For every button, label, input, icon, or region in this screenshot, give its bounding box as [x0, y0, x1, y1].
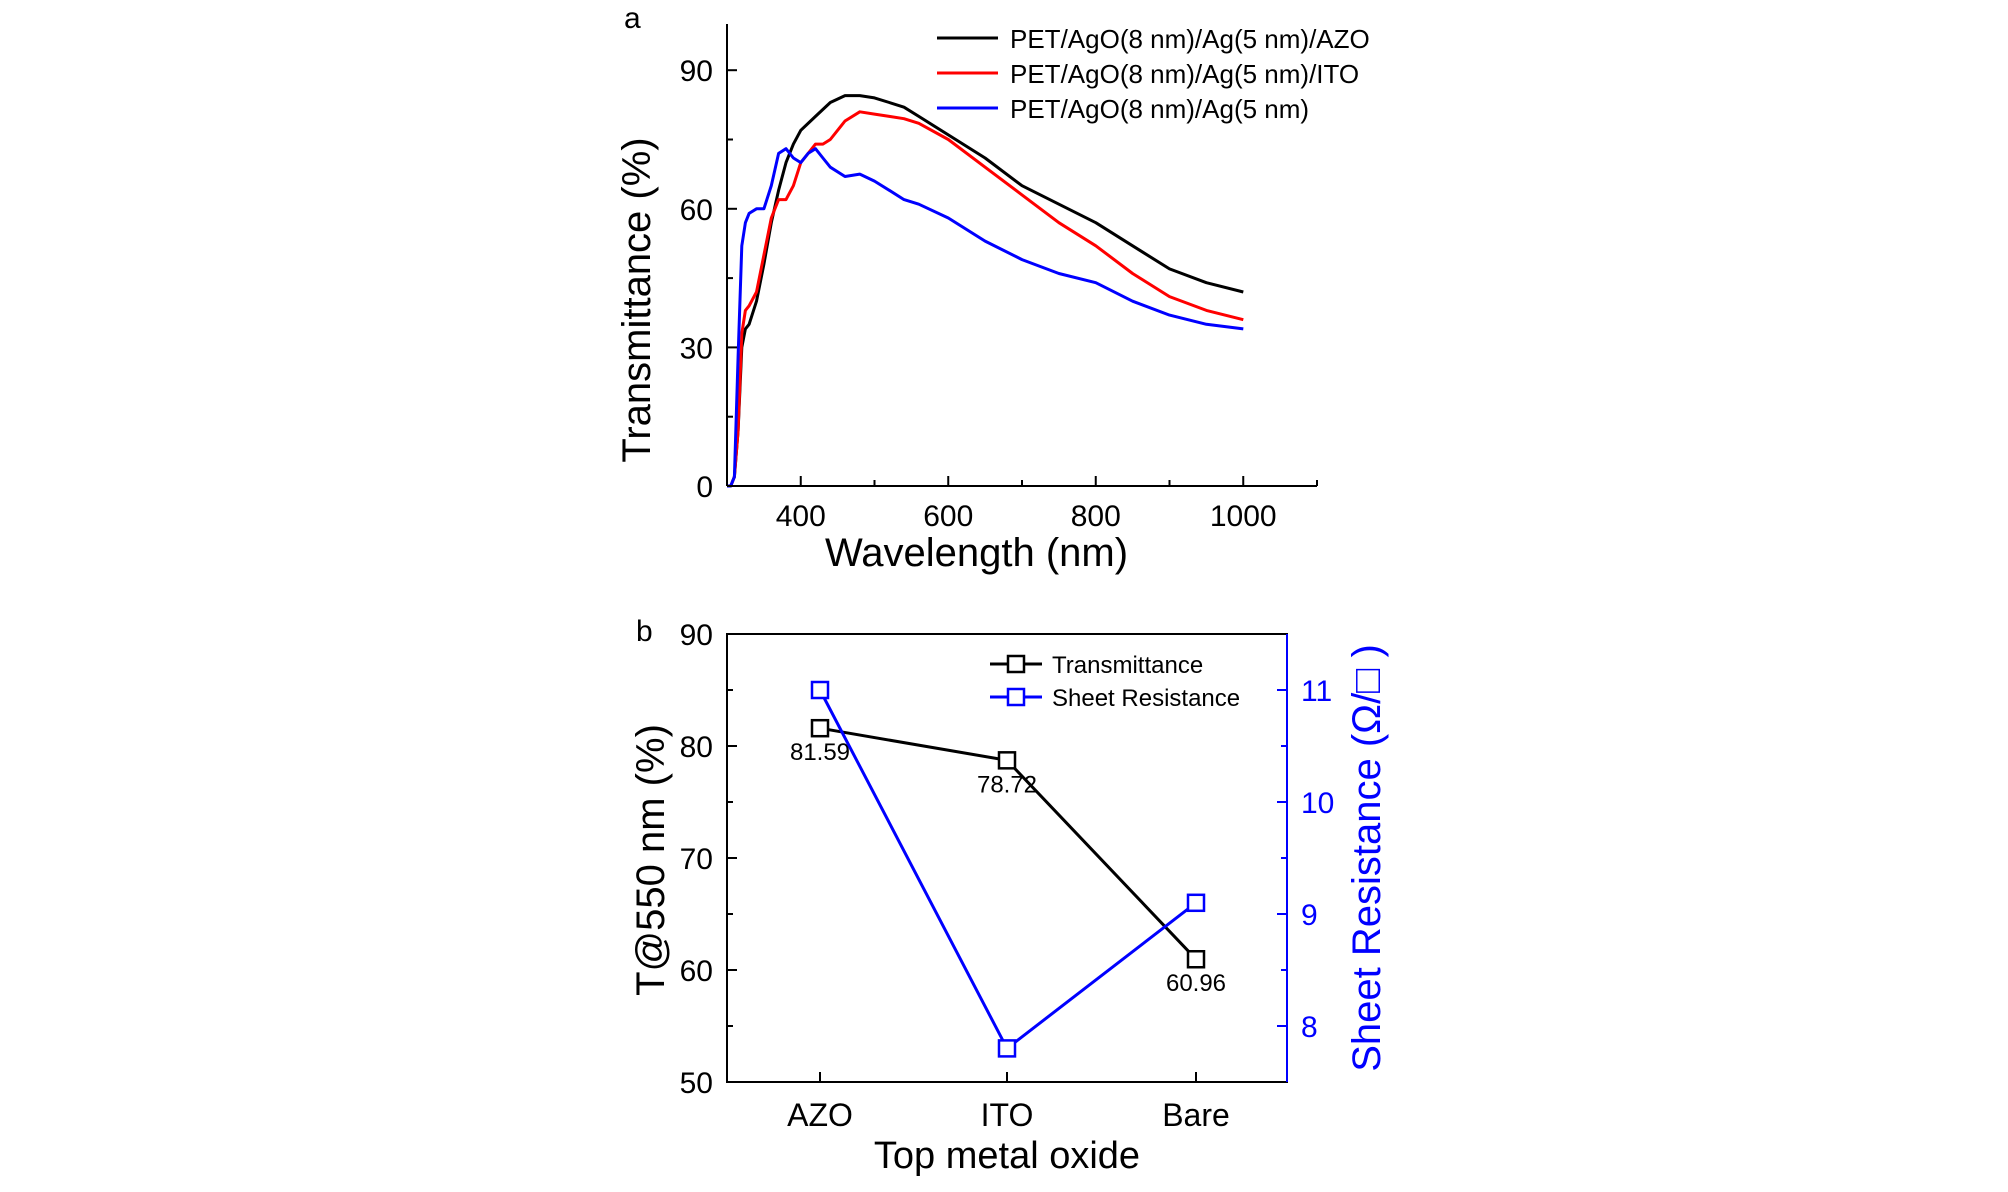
panel-b-y-tick-label: 70: [680, 843, 713, 876]
panel-b-x-tick-label: Bare: [1162, 1097, 1230, 1133]
panel-a-series-line-2: [727, 147, 1244, 488]
panel-b-label: b: [636, 615, 653, 648]
panel-a-y-tick-label: 30: [680, 332, 713, 365]
panel-b-legend-marker-1: [1006, 687, 1026, 707]
panel-b-legend: Transmittance Sheet Resistance: [990, 652, 1240, 712]
panel-b-marker-0: [997, 751, 1017, 770]
panel-b-marker-0: [810, 718, 830, 738]
panel-b-axes: AZO ITO Bare 50 60 70 80 90 8 9 10 11: [680, 619, 1335, 1133]
panel-b-legend-marker-0: [1006, 654, 1026, 674]
panel-b-y2-axis-label: Sheet Resistance (Ω/□ ): [1345, 644, 1389, 1072]
panel-a-x-tick-label: 400: [776, 500, 826, 533]
panel-a-legend-label-0: PET/AgO(8 nm)/Ag(5 nm)/AZO: [1010, 24, 1370, 54]
panel-b: b AZO ITO Bare 50 60 70 80 90 8 9 10 11 81.59 78.72 6…: [629, 615, 1389, 1177]
panel-a-y-tick-label: 0: [696, 471, 713, 504]
panel-b-y-axis-label: T@550 nm (%): [629, 724, 673, 996]
panel-a-axes: 400 600 800 1000 0 30 60 90: [680, 24, 1318, 533]
panel-b-y2-tick-label: 10: [1301, 787, 1334, 820]
panel-a-label: a: [624, 2, 641, 35]
panel-b-marker-0: [1186, 949, 1206, 969]
panel-b-data-label: 78.72: [977, 771, 1037, 798]
panel-a: a 400 600 800 1000 0 30 60 90 Wavelength (nm) T…: [615, 2, 1370, 575]
panel-b-legend-label-1: Sheet Resistance: [1052, 685, 1240, 712]
panel-b-y2-tick-label: 11: [1301, 675, 1332, 708]
panel-b-y-tick-label: 80: [680, 731, 713, 764]
panel-b-series: 81.59 78.72 60.96: [790, 680, 1226, 1058]
panel-b-series-line-1: [818, 689, 1197, 1051]
panel-b-x-tick-label: AZO: [787, 1097, 853, 1133]
panel-a-y-axis-label: Transmittance (%): [615, 137, 659, 462]
panel-a-series: [727, 94, 1244, 488]
panel-a-y-tick-label: 90: [680, 55, 713, 88]
panel-b-y-tick-label: 90: [680, 619, 713, 652]
panel-b-x-axis-label: Top metal oxide: [874, 1135, 1140, 1177]
panel-b-y-tick-label: 50: [680, 1067, 713, 1100]
panel-a-series-line-0: [727, 94, 1244, 488]
panel-a-legend: PET/AgO(8 nm)/Ag(5 nm)/AZO PET/AgO(8 nm)/…: [937, 24, 1370, 124]
panel-b-y2-tick-label: 9: [1301, 899, 1318, 932]
panel-b-marker-1: [810, 680, 830, 700]
panel-a-y-tick-label: 60: [680, 194, 713, 227]
panel-a-legend-label-2: PET/AgO(8 nm)/Ag(5 nm): [1010, 94, 1309, 124]
panel-b-data-label: 60.96: [1166, 970, 1226, 997]
panel-a-series-line-1: [727, 110, 1244, 488]
panel-a-x-axis-label: Wavelength (nm): [825, 531, 1128, 575]
panel-a-legend-label-1: PET/AgO(8 nm)/Ag(5 nm)/ITO: [1010, 59, 1359, 89]
panel-b-legend-label-0: Transmittance: [1052, 652, 1203, 679]
panel-a-x-tick-label: 1000: [1210, 500, 1277, 533]
panel-b-x-tick-label: ITO: [981, 1097, 1034, 1133]
panel-b-y-tick-label: 60: [680, 955, 713, 988]
panel-b-marker-1: [1186, 893, 1206, 913]
panel-a-x-tick-label: 600: [923, 500, 973, 533]
panel-b-marker-1: [997, 1039, 1017, 1058]
panel-a-x-tick-label: 800: [1071, 500, 1121, 533]
panel-b-data-label: 81.59: [790, 739, 850, 766]
panel-b-y2-tick-label: 8: [1301, 1011, 1318, 1044]
